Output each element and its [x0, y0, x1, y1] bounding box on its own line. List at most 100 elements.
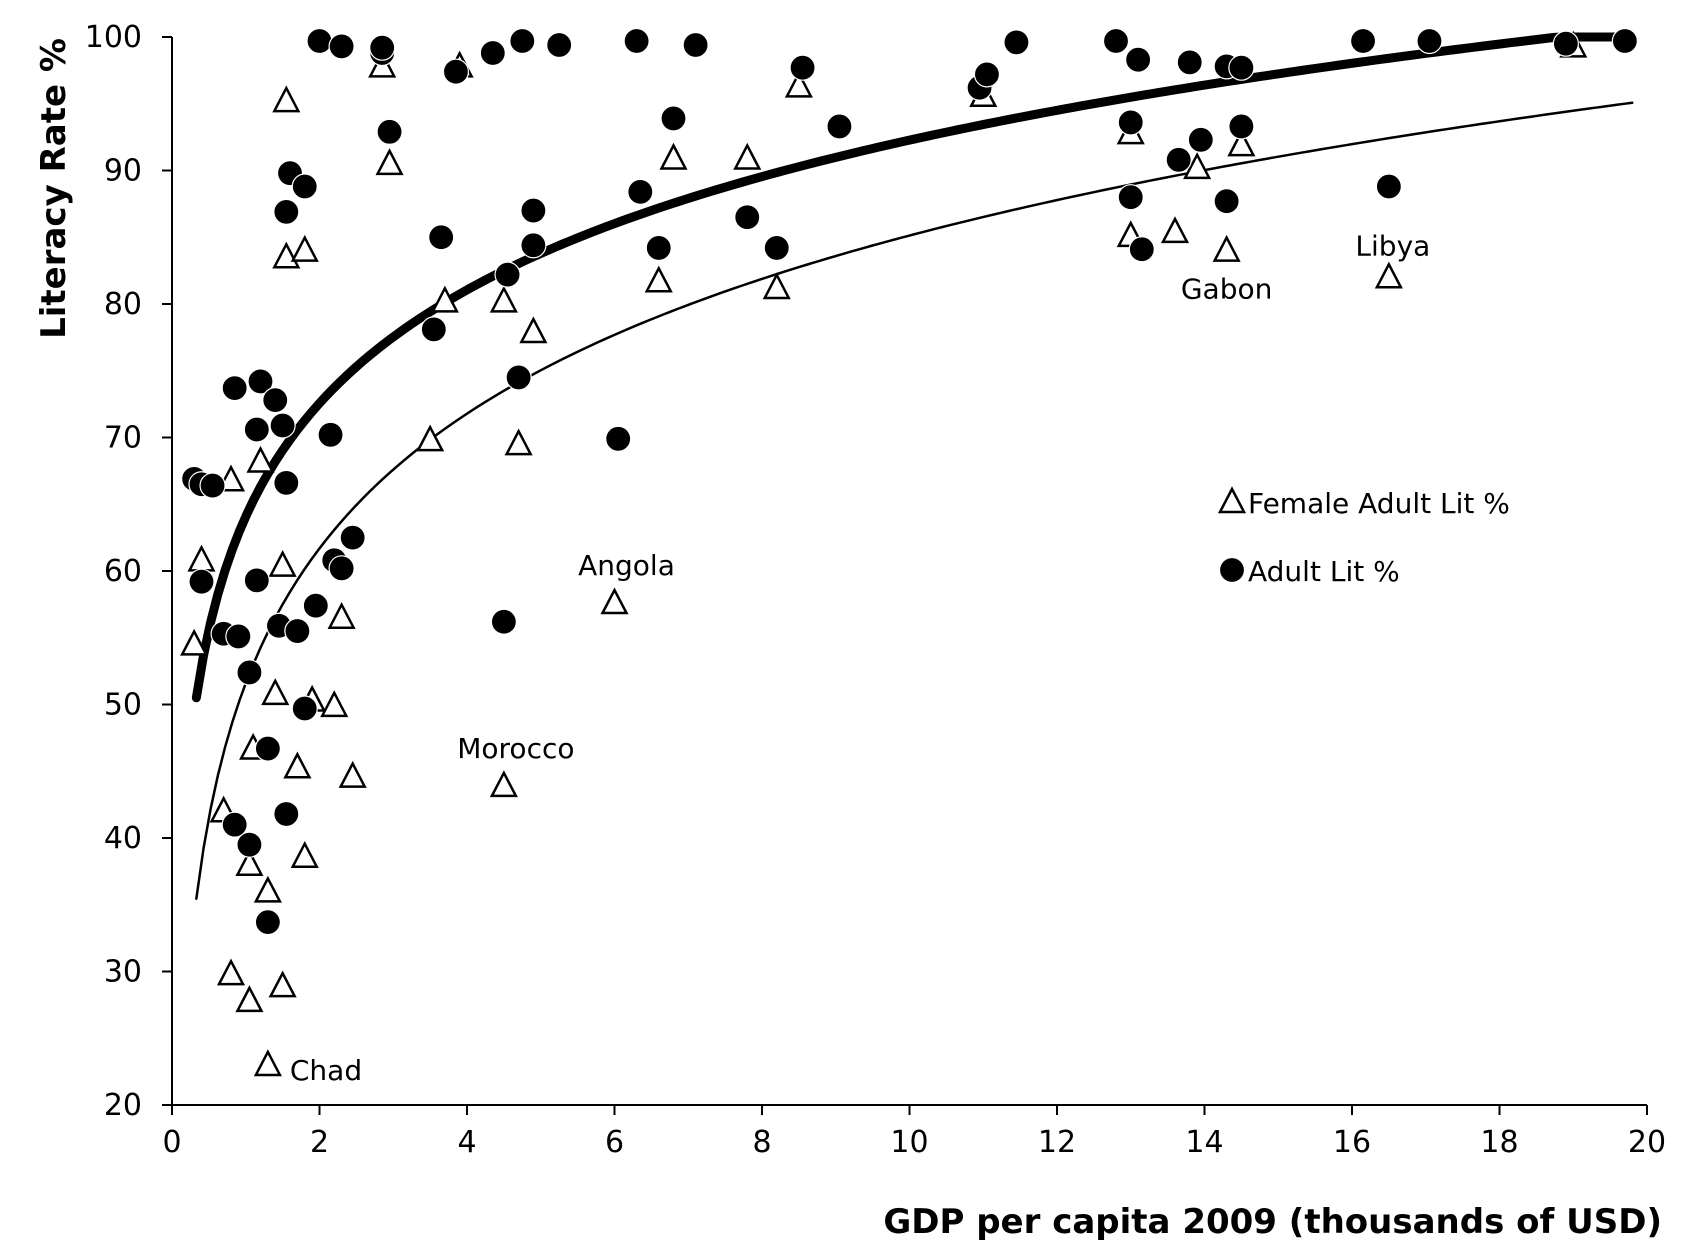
y-ticks: 20 30 40 50 60 70 80 90 100 [85, 20, 172, 1123]
adult-lit-point [520, 232, 547, 259]
adult-lit-point [1375, 173, 1402, 200]
adult-lit-point [273, 469, 300, 496]
adult-lit-point [734, 204, 761, 231]
adult-lit-point [188, 568, 215, 595]
adult-lit-point [369, 34, 396, 61]
female-lit-point [327, 602, 356, 629]
female-lit-point [416, 424, 445, 452]
female-lit-point [659, 142, 688, 170]
legend-female-marker [1217, 486, 1247, 514]
y-tick-label: 70 [104, 421, 142, 456]
adult-lit-point [1416, 27, 1443, 55]
adult-lit-point [243, 416, 270, 443]
female-lit-point [519, 316, 548, 344]
adult-lit-point [254, 735, 281, 762]
adult-lit-point [273, 198, 300, 225]
adult-lit-point [1228, 54, 1255, 81]
female-lit-point [290, 234, 319, 262]
adult-lit-point [763, 234, 790, 262]
female-lit-point [283, 751, 312, 779]
y-tick-label: 40 [104, 821, 142, 856]
axes [171, 37, 1647, 1106]
adult-lit-point [199, 472, 226, 499]
adult-lit-point [1611, 27, 1638, 55]
adult-lit-point [291, 695, 318, 722]
y-tick-label: 60 [104, 554, 142, 589]
y-tick-label: 30 [104, 955, 142, 990]
female-lit-point [253, 875, 282, 903]
adult-lit-point [306, 27, 333, 55]
female-lit-point [600, 587, 629, 615]
adult-lit-point [789, 54, 816, 81]
adult-lit-point [1228, 113, 1255, 140]
adult-lit-point [682, 31, 709, 59]
female-lit-point [1183, 152, 1212, 180]
adult-lit-point [605, 425, 632, 452]
adult-lit-point [973, 61, 1001, 88]
adult-lit-point [269, 412, 296, 439]
female-lit-point [489, 285, 518, 313]
adult-lit-point [236, 831, 263, 858]
adult-lit-point [442, 58, 470, 85]
adult-lit-point [428, 224, 455, 251]
adult-lit-point [826, 113, 853, 140]
adult-lit-point [273, 800, 300, 828]
adult-lit-point [291, 173, 318, 200]
legend-female-label: Female Adult Lit % [1248, 487, 1510, 520]
female-lit-point [338, 760, 367, 788]
adult-lit-point [1125, 46, 1152, 73]
adult-lit-point [284, 617, 311, 645]
female-lit-point [253, 1049, 282, 1077]
female-lit-point [268, 549, 297, 577]
adult-lit-point [221, 811, 248, 838]
female-lit-point [180, 628, 209, 656]
adult-lit-point [479, 39, 506, 67]
female-lit-point [290, 840, 319, 868]
annotation-angola: Angola [578, 549, 675, 582]
y-tick-label: 80 [104, 287, 142, 322]
legend: Female Adult Lit % Adult Lit % [1217, 486, 1510, 588]
annotations: Chad Morocco Angola Gabon Libya [290, 229, 1430, 1087]
adult-lit-point [243, 567, 270, 594]
adult-lit-point [1003, 29, 1030, 56]
y-tick-label: 20 [104, 1088, 142, 1123]
y-tick-label: 90 [104, 154, 142, 189]
annotation-chad: Chad [290, 1054, 362, 1087]
y-tick-label: 50 [104, 688, 142, 723]
adult-lit-point [1102, 27, 1130, 55]
x-ticks: 0 2 4 6 8 10 12 14 16 18 20 [162, 1105, 1666, 1160]
female-lit-point [320, 690, 349, 718]
female-lit-point [235, 985, 264, 1013]
x-tick-label: 18 [1480, 1125, 1518, 1160]
y-tick-label: 100 [85, 20, 142, 55]
female-lit-point [375, 148, 404, 176]
female-lit-point [762, 272, 791, 300]
x-tick-label: 12 [1038, 1125, 1076, 1160]
legend-adult-marker [1218, 556, 1246, 584]
legend-adult-label: Adult Lit % [1248, 555, 1400, 588]
adult-lit-point [1552, 30, 1579, 57]
x-tick-label: 10 [890, 1125, 928, 1160]
adult-lit-point [660, 105, 687, 132]
adult-lit-point [376, 118, 403, 145]
trendline-adult [191, 32, 1637, 703]
adult-lit-point [254, 909, 281, 936]
adult-lit-point [509, 27, 536, 55]
adult-lit-point [225, 623, 252, 650]
annotation-libya: Libya [1355, 229, 1430, 262]
adult-lit-point [236, 659, 263, 686]
adult-lit-point [420, 316, 447, 343]
female-lit-point [1160, 216, 1190, 244]
adult-lit-point [490, 608, 517, 635]
female-lit-point [1212, 234, 1241, 262]
adult-lit-point [328, 555, 355, 582]
adult-lit-point [520, 197, 547, 224]
female-lit-point [261, 678, 290, 706]
x-tick-label: 0 [162, 1125, 181, 1160]
adult-lit-point [339, 524, 366, 551]
adult-lit-point [494, 261, 521, 288]
adult-lit-point [1176, 49, 1203, 76]
adult-lit-point [1117, 184, 1144, 211]
adult-lit-point [627, 178, 654, 205]
